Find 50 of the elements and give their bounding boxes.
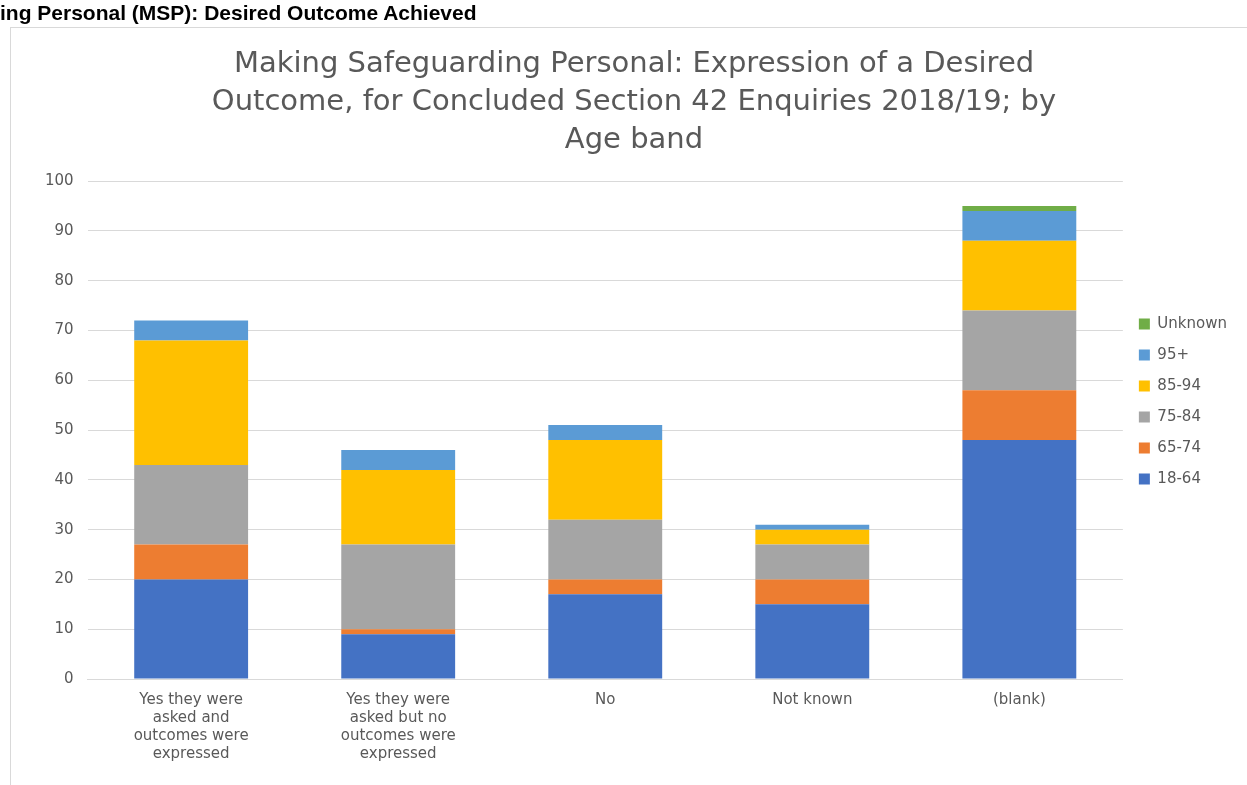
x-tick-label: Yes they were asked but no outcomes were expressed	[340, 689, 456, 762]
bar	[341, 469, 456, 545]
y-tick-label: 50	[54, 419, 74, 438]
x-tick-label: (blank)	[992, 689, 1046, 708]
y-tick-label: 80	[54, 270, 74, 289]
bar	[134, 464, 249, 545]
x-tick-label: No	[595, 689, 616, 708]
bar	[962, 390, 1077, 441]
bar	[548, 519, 663, 580]
bar	[755, 524, 870, 530]
y-tick-label: 10	[54, 619, 74, 638]
bar	[134, 579, 249, 679]
y-tick-label: 60	[54, 370, 74, 389]
bar	[341, 544, 456, 630]
bar	[962, 440, 1077, 679]
chart-title: Making Safeguarding Personal: Expression of a Desired Outcome, for Concluded Section 42 Enquiries 2018/19; by Age band	[211, 45, 1057, 155]
legend-label: Unknown	[1157, 313, 1228, 332]
bar	[548, 440, 663, 520]
y-tick-label: 70	[54, 320, 74, 339]
bar	[134, 340, 249, 465]
bar	[548, 594, 663, 679]
legend-label: 85-94	[1157, 375, 1201, 394]
x-tick-label: Yes they were asked and outcomes were expressed	[133, 689, 249, 762]
x-tick-label: Not known	[772, 689, 853, 708]
bar	[755, 529, 870, 545]
bar	[341, 629, 456, 635]
legend-label: 75-84	[1157, 406, 1201, 425]
y-tick-label: 100	[44, 170, 74, 189]
legend-label: 95+	[1157, 344, 1190, 363]
bar	[341, 634, 456, 679]
y-tick-label: 30	[54, 519, 74, 538]
bar	[548, 425, 663, 441]
text: ing Personal (MSP): Desired Outcome Achieved	[0, 1, 477, 25]
y-tick-label: 90	[54, 220, 74, 239]
bar	[962, 310, 1077, 391]
y-tick-label: 20	[54, 569, 74, 588]
y-tick-label: 0	[64, 668, 74, 687]
y-tick-label: 40	[54, 469, 74, 488]
bar	[341, 449, 456, 470]
bar	[134, 320, 249, 341]
bar	[755, 579, 870, 605]
legend-label: 18-64	[1157, 468, 1201, 487]
bar	[755, 544, 870, 580]
bar	[962, 210, 1077, 241]
bar	[134, 544, 249, 580]
bar	[962, 206, 1077, 211]
bar	[755, 604, 870, 679]
bar	[962, 240, 1077, 311]
bar	[548, 579, 663, 595]
legend-label: 65-74	[1157, 437, 1201, 456]
